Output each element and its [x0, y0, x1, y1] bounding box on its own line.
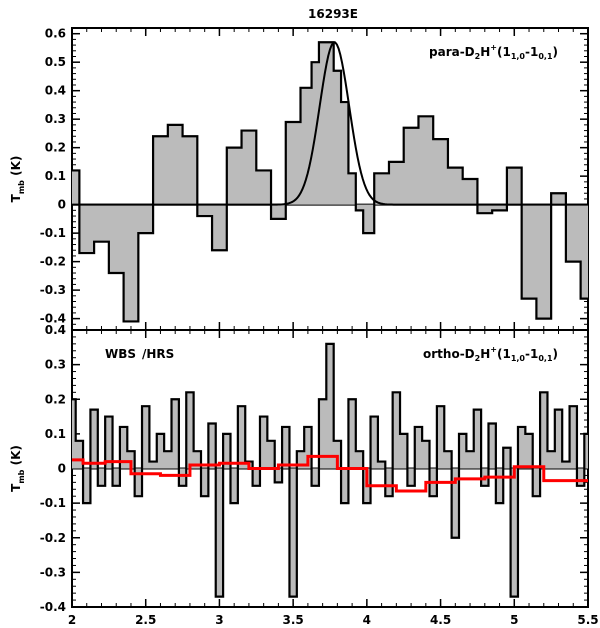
x-tick-label: 2	[68, 613, 76, 627]
wbs-series-line	[72, 454, 588, 493]
top-ytick-label: 0.5	[45, 55, 66, 69]
bottom-ytick-label: 0	[58, 462, 66, 476]
bottom-ytick-label: 0.2	[45, 392, 66, 406]
top-ytick-label: 0.4	[45, 84, 66, 98]
legend-hrs: /HRS	[142, 347, 174, 361]
bottom-ytick-label: 0.1	[45, 427, 66, 441]
bottom-ylabel: Tmb (K)	[9, 445, 26, 492]
bottom-ytick-label: 0.4	[45, 323, 66, 337]
x-tick-label: 4.5	[430, 613, 451, 627]
x-tick-label: 2.5	[135, 613, 156, 627]
bottom-series-line	[72, 342, 588, 598]
bottom-ytick-label: 0.3	[45, 358, 66, 372]
gaussian-fit-line	[72, 41, 588, 206]
bottom-ytick-label: -0.2	[40, 531, 66, 545]
top-ytick-label: -0.1	[40, 226, 66, 240]
top-ytick-label: 0.2	[45, 141, 66, 155]
top-series-line	[72, 41, 588, 323]
top-ytick-label: 0.3	[45, 112, 66, 126]
x-tick-label: 4	[363, 613, 371, 627]
x-tick-label: 5.5	[577, 613, 598, 627]
bottom-panel: -0.4 -0.3 -0.2 -0.1 0 0.1 0.2 0.3 0.4 Tmb (K) orth…	[9, 323, 589, 614]
top-ytick-label: -0.4	[40, 312, 66, 326]
x-tick-label: 3.5	[283, 613, 304, 627]
top-panel: -0.4 -0.3 -0.2 -0.1 0 0.1 0.2 0.3 0.4 0.5 0.6 Tmb (…	[9, 27, 589, 331]
x-tick-label: 3	[215, 613, 223, 627]
bottom-ytick-label: -0.1	[40, 496, 66, 510]
bottom-ytick-label: -0.4	[40, 600, 66, 614]
top-ytick-label: -0.3	[40, 283, 66, 297]
bottom-ytick-label: -0.3	[40, 565, 66, 579]
x-tick-label: 5	[510, 613, 518, 627]
top-ylabel: Tmb (K)	[9, 156, 26, 203]
chart-title: 16293E	[308, 7, 358, 21]
x-axis: 2 2.5 3 3.5 4 4.5 5 5.5	[68, 613, 599, 627]
top-ytick-label: 0.6	[45, 27, 66, 41]
top-series-fill	[72, 42, 588, 322]
top-ytick-label: 0	[58, 198, 66, 212]
bottom-transition-label: ortho-D2H+(11,0-10,1)	[423, 345, 558, 363]
top-ytick-label: -0.2	[40, 255, 66, 269]
top-ytick-label: 0.1	[45, 169, 66, 183]
legend-wbs: WBS	[105, 347, 136, 361]
top-transition-label: para-D2H+(11,0-10,1)	[429, 43, 558, 61]
